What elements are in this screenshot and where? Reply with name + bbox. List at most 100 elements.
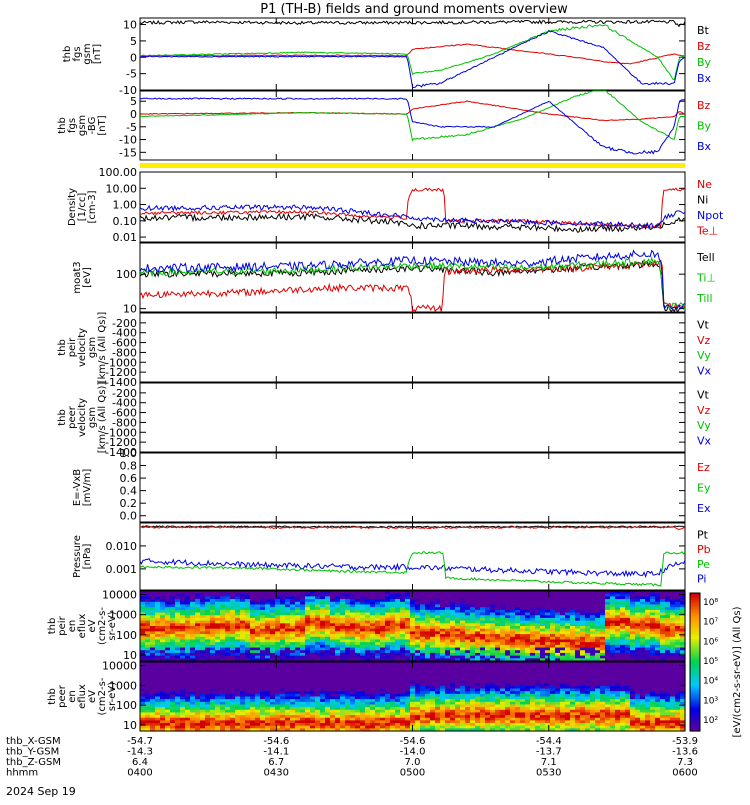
y-axis-label-line: [eV] xyxy=(82,267,93,288)
panel-frame xyxy=(140,91,685,160)
legend-entry: Vx xyxy=(697,434,712,447)
series-line-Bz xyxy=(140,101,685,121)
y-axis-label-line: [km/s (All Qs)] xyxy=(97,382,108,454)
panel-10: 10000100010010thbpeerenefluxeV(cm2-s-sr-… xyxy=(47,659,686,732)
y-axis-label-line: [km/s (All Qs)] xyxy=(97,312,108,384)
legend-entry: Bz xyxy=(697,40,711,53)
y-tick-label: 0.6 xyxy=(120,472,138,485)
legend-entry: Bx xyxy=(697,72,712,85)
y-tick-label: 0.10 xyxy=(113,215,138,228)
legend-entry: Bt xyxy=(697,24,710,37)
y-tick-label: 100.00 xyxy=(99,166,138,179)
y-tick-label: 5 xyxy=(130,35,137,48)
y-tick-label: -5 xyxy=(126,68,137,81)
panel-2: 50-5-10-15 thbfgsgsm-BG[nT] Bz By Bx xyxy=(57,91,712,160)
legend-entry: Vz xyxy=(697,404,711,417)
panels-group: 1050-5-10thbfgsgsm[nT]BtBzByBx50-5-10-15… xyxy=(47,18,724,732)
y-tick-label: -10 xyxy=(119,134,137,147)
y-tick-label: 0.4 xyxy=(120,485,138,498)
y-tick-label: 10 xyxy=(123,303,137,316)
legend-entry: Pb xyxy=(697,543,711,556)
y-tick-label: 0 xyxy=(130,51,137,64)
y-tick-label: 100 xyxy=(116,629,137,642)
legend-entry: Ex xyxy=(697,502,711,515)
y-axis-label-line: [cm-3] xyxy=(87,190,98,223)
panel-4: 100 10 moat3[eV] Tell Ti⊥ Till xyxy=(72,243,716,316)
y-tick-label: 10 xyxy=(123,19,137,32)
legend-entry: Pi xyxy=(697,573,706,586)
series-line-Pi xyxy=(140,559,685,577)
panel-frame xyxy=(140,523,685,590)
y-tick-label: 0.001 xyxy=(106,563,138,576)
series-line-By xyxy=(140,25,685,80)
panel-3: 100.00 10.00 1.00 0.10 0.01 Density[1/cc][cm-… xyxy=(67,166,724,244)
y-tick-label: 10.00 xyxy=(106,182,138,195)
y-axis-label: moat3[eV] xyxy=(72,261,93,293)
panel-5: -200-400-600-800-1000-1200-1400thbpeirve… xyxy=(57,312,712,389)
y-axis-label-line: [nT] xyxy=(92,44,103,64)
y-tick-label: 0.0 xyxy=(120,510,138,523)
legend-entry: Ne xyxy=(697,178,712,191)
y-axis-label-line: sr-eV) xyxy=(107,611,118,640)
legend-entry: Ni xyxy=(697,193,708,206)
legend-entry: By xyxy=(697,120,712,133)
legend-entry: Te⊥ xyxy=(696,224,718,237)
y-axis-label: thbpeirenefluxeV(cm2-s-sr-eV) xyxy=(47,607,118,645)
legend-entry: Pt xyxy=(697,528,709,541)
y-axis-label: Pressure[nPa] xyxy=(72,535,93,578)
panel-frame xyxy=(140,243,685,312)
legend-entry: Vt xyxy=(697,319,710,332)
quality-flag-bar xyxy=(140,163,685,168)
series-line-By xyxy=(140,91,685,141)
legend-entry: Vy xyxy=(697,419,711,432)
legend-entry: Bz xyxy=(697,99,711,112)
panel-6: -200-400-600-800-1000-1200-1400thbpeerve… xyxy=(57,382,712,459)
legend-entry: Vz xyxy=(697,334,711,347)
y-tick-label: 1.00 xyxy=(113,199,138,212)
y-axis-label-line: [mV/m] xyxy=(82,469,93,507)
y-axis-label: thbfgsgsm-BG[nT] xyxy=(57,115,108,136)
y-tick-label: 100 xyxy=(116,268,137,281)
panel-8: 0.010 0.001 Pressure[nPa] Pt Pb Pe Pi xyxy=(72,523,711,590)
legend-entry: Ey xyxy=(697,482,711,495)
y-axis-label: thbfgsgsm[nT] xyxy=(62,43,103,64)
legend-entry: Ez xyxy=(697,461,710,474)
y-axis-label-line: [nT] xyxy=(97,115,108,135)
legend-entry: By xyxy=(697,56,712,69)
legend-entry: Till xyxy=(696,292,713,305)
series-line-Till xyxy=(140,251,685,309)
series-line-Bx xyxy=(140,98,685,154)
legend-entry: Pe xyxy=(697,558,710,571)
y-tick-label: 0.01 xyxy=(113,231,138,244)
legend-entry: Npot xyxy=(697,209,724,222)
y-tick-label: -5 xyxy=(126,121,137,134)
series-line-Ne xyxy=(140,188,685,228)
y-tick-label: 0.010 xyxy=(106,540,138,553)
y-tick-label: 10000 xyxy=(102,589,137,602)
y-tick-label: 1.0 xyxy=(120,447,138,460)
y-tick-label: 0 xyxy=(130,108,137,121)
y-tick-label: 0.8 xyxy=(120,460,138,473)
legend-entry: Tell xyxy=(696,251,715,264)
legend-entry: Ti⊥ xyxy=(696,272,716,285)
y-tick-label: -15 xyxy=(119,146,137,159)
series-line-Bx xyxy=(140,31,685,88)
panel-frame xyxy=(140,313,685,382)
y-axis-label: thbpeirvelocitygsm[km/s (All Qs)] xyxy=(57,312,108,384)
y-axis-label: Density[1/cc][cm-3] xyxy=(67,188,98,226)
panel-frame xyxy=(140,383,685,452)
y-tick-label: 5 xyxy=(130,95,137,108)
y-axis-label-line: [nPa] xyxy=(82,543,93,569)
plot-title: P1 (TH-B) fields and ground moments over… xyxy=(260,2,568,17)
panel-9: 10000100010010thbpeirenefluxeV(cm2-s-sr-… xyxy=(47,589,686,662)
panel-7: 1.00.80.60.40.20.0 E=-VxB[mV/m] Ez Ey Ex xyxy=(72,447,711,523)
y-axis-label: E=-VxB[mV/m] xyxy=(72,469,93,507)
y-axis-label: thbpeervelocitygsm[km/s (All Qs)] xyxy=(57,382,108,454)
legend-entry: Vx xyxy=(697,364,712,377)
y-tick-label: 0.2 xyxy=(120,497,138,510)
legend-entry: Bx xyxy=(697,140,712,153)
legend-entry: Vt xyxy=(697,389,710,402)
legend-entry: Vy xyxy=(697,349,711,362)
